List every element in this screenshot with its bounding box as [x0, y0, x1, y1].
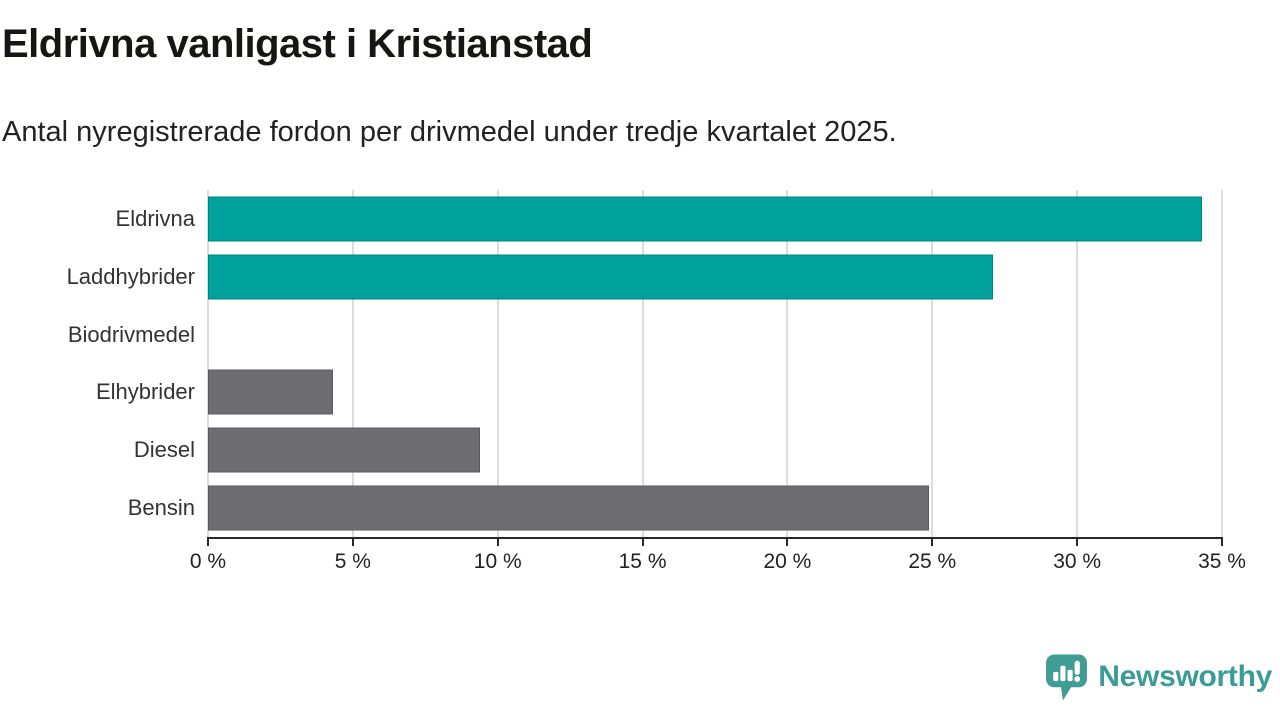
bar-chart: Eldrivna Laddhybrider Biodrivmedel Elhybrid…: [0, 190, 1280, 590]
plot-area: Eldrivna Laddhybrider Biodrivmedel Elhybrid…: [67, 190, 1246, 573]
axis-tick-label: 25 %: [908, 550, 957, 573]
gridline: [1221, 190, 1223, 537]
axis-tick: [641, 537, 644, 546]
axis-tick: [931, 537, 934, 546]
gridline: [931, 190, 934, 537]
axis-tick-label: 35 %: [1198, 550, 1246, 573]
bar: [208, 369, 333, 415]
category-label: Diesel: [133, 437, 195, 463]
bar-row: Elhybrider: [96, 363, 1222, 421]
axis-tick: [1221, 537, 1223, 546]
axis-tick-label: 0 %: [189, 550, 227, 573]
bar-row: Bensin: [128, 479, 1222, 537]
gridline: [207, 190, 209, 537]
axis-tick: [496, 537, 499, 546]
brand-footer: Newsworthy: [1044, 652, 1272, 702]
newsworthy-speech-bubble-chart-icon: [1046, 654, 1088, 701]
bar: [208, 485, 930, 531]
bar-row: Biodrivmedel: [68, 306, 1222, 364]
gridline: [351, 190, 354, 537]
bar: [208, 196, 1202, 242]
bar-row: Laddhybrider: [67, 248, 1222, 306]
category-label: Laddhybrider: [66, 263, 195, 289]
page-title: Eldrivna vanligast i Kristianstad: [2, 22, 593, 66]
brand-wordmark: Newsworthy: [1098, 660, 1272, 693]
page-subtitle: Antal nyregistrerade fordon per drivmede…: [2, 116, 897, 148]
axis-tick-label: 15 %: [618, 550, 667, 573]
category-label: Eldrivna: [115, 205, 195, 231]
gridline: [496, 190, 499, 537]
axis-tick: [786, 537, 789, 546]
gridline: [641, 190, 644, 537]
axis-tick: [1076, 537, 1079, 546]
axis-tick-label: 5 %: [334, 550, 371, 573]
category-label: Biodrivmedel: [67, 321, 195, 347]
axis-tick-label: 10 %: [473, 550, 522, 573]
bar-row: Diesel: [134, 421, 1222, 479]
category-label: Elhybrider: [95, 379, 195, 405]
bar-row: Eldrivna: [116, 190, 1222, 248]
x-axis-line: [207, 537, 1223, 539]
axis-tick-label: 20 %: [763, 550, 812, 573]
category-label: Bensin: [127, 495, 195, 521]
gridline: [1076, 190, 1079, 537]
axis-tick-label: 30 %: [1053, 550, 1102, 573]
gridline: [786, 190, 789, 537]
bar: [208, 427, 481, 473]
axis-tick: [207, 537, 209, 546]
axis-tick: [351, 537, 354, 546]
bar-rows: Eldrivna Laddhybrider Biodrivmedel Elhybrid…: [67, 190, 1222, 537]
bar: [208, 254, 994, 300]
